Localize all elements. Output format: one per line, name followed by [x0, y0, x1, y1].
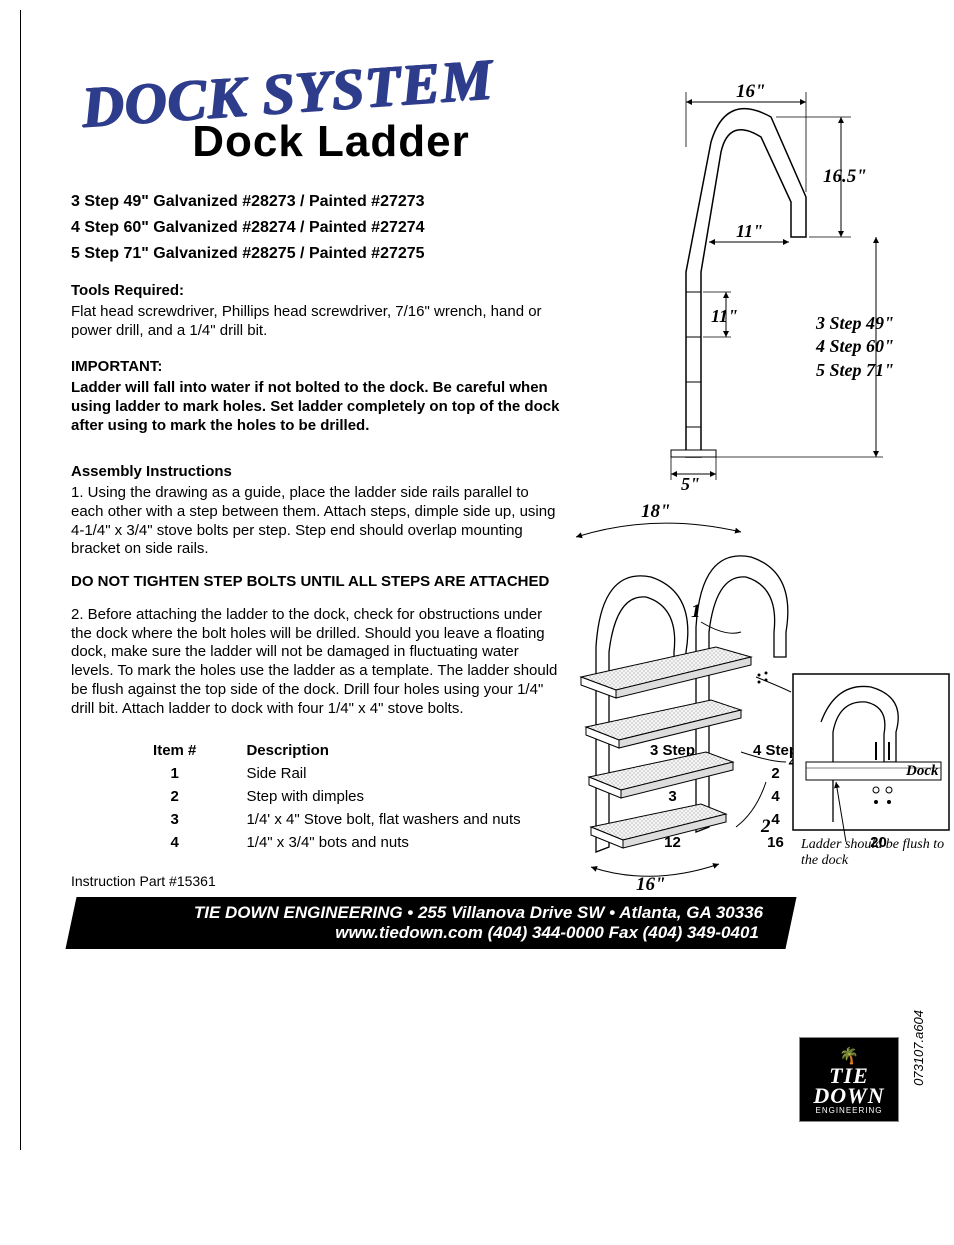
footer-line-1: TIE DOWN ENGINEERING • 255 Villanova Dri…: [133, 903, 763, 923]
inset-dock-label: Dock: [905, 763, 939, 779]
dim-base-depth: 5": [681, 474, 700, 494]
callout-1: 1: [691, 601, 701, 622]
cell: 2: [113, 786, 236, 807]
instruction-part-number: Instruction Part #15361: [71, 873, 904, 889]
inset-caption: Ladder should be flush to the dock: [801, 837, 954, 869]
cell: 3: [113, 809, 236, 830]
dock-inset-diagram: Dock: [791, 672, 951, 852]
cell: 4: [113, 832, 236, 853]
cell: 1: [113, 763, 236, 784]
dim-top-width: 16": [736, 81, 766, 102]
footer-bar: TIE DOWN ENGINEERING • 255 Villanova Dri…: [65, 897, 796, 949]
sku-line: 3 Step 49" Galvanized #28273 / Painted #…: [71, 192, 561, 212]
tools-body: Flat head screwdriver, Phillips head scr…: [71, 303, 561, 341]
dim-hook-height: 16.5": [823, 166, 867, 187]
document-code: 073107.a604: [911, 1010, 926, 1086]
footer-line-2: www.tiedown.com (404) 344-0000 Fax (404)…: [129, 923, 759, 943]
ladder-profile-diagram: 16" 16.5" 11" 11": [611, 62, 931, 462]
assembly-heading: Assembly Instructions: [71, 463, 561, 482]
tools-heading: Tools Required:: [71, 282, 561, 301]
height-options: 3 Step 49" 4 Step 60" 5 Step 71": [816, 312, 894, 382]
dim-assembly-bottom: 16": [636, 874, 666, 895]
text-column: 3 Step 49" Galvanized #28273 / Painted #…: [71, 192, 561, 718]
callout-2: 2: [760, 816, 771, 837]
diagram-column: 16" 16.5" 11" 11": [581, 192, 904, 718]
dim-step-spacing: 11": [711, 306, 738, 326]
dim-inner-width: 11": [736, 221, 763, 241]
height-option: 3 Step 49": [816, 312, 894, 335]
important-body: Ladder will fall into water if not bolte…: [71, 379, 561, 435]
table-header: Item #: [113, 740, 236, 761]
logo-text-2: DOWN: [800, 1086, 898, 1106]
sku-list: 3 Step 49" Galvanized #28273 / Painted #…: [71, 192, 561, 264]
assembly-warning: DO NOT TIGHTEN STEP BOLTS UNTIL ALL STEP…: [71, 573, 561, 592]
sku-line: 5 Step 71" Galvanized #28275 / Painted #…: [71, 244, 561, 264]
company-logo: 🌴 TIE DOWN ENGINEERING: [799, 1037, 899, 1122]
ladder-assembly-diagram: 18" 16" 1 2 3 4: [541, 492, 821, 872]
assembly-step-2: 2. Before attaching the ladder to the do…: [71, 606, 561, 719]
dim-assembly-top: 18": [641, 501, 671, 522]
height-option: 4 Step 60": [816, 335, 894, 358]
height-option: 5 Step 71": [816, 359, 894, 382]
sku-line: 4 Step 60" Galvanized #28274 / Painted #…: [71, 218, 561, 238]
important-heading: IMPORTANT:: [71, 358, 561, 377]
assembly-step-1: 1. Using the drawing as a guide, place t…: [71, 484, 561, 559]
